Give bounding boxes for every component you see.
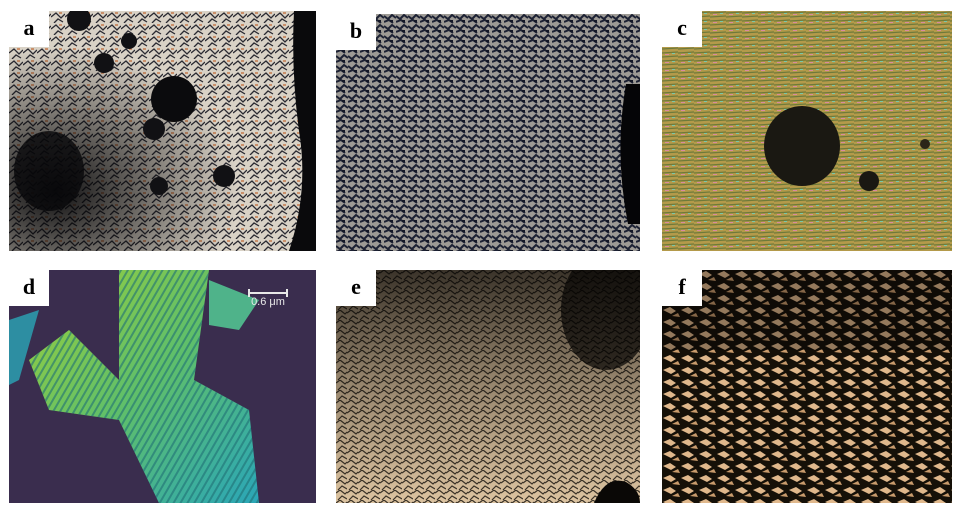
micrograph-image-f (662, 270, 952, 503)
micrograph-panel-c: c (662, 11, 952, 251)
micrograph-image-c (662, 11, 952, 251)
micrograph-image-e (336, 270, 640, 503)
panel-label-c: c (662, 11, 702, 47)
panel-label-d: d (9, 270, 49, 306)
micrograph-image-a (9, 11, 316, 251)
panel-label-b: b (336, 14, 376, 50)
micrograph-image-d (9, 270, 316, 503)
scale-bar: 0.6 μm (248, 289, 288, 308)
scale-bar-line (248, 289, 288, 297)
micrograph-panel-e: e (336, 270, 640, 503)
panel-label-f: f (662, 270, 702, 306)
micrograph-panel-a: a (9, 11, 316, 251)
micrograph-panel-d: d 0.6 μm (9, 270, 316, 503)
panel-label-e: e (336, 270, 376, 306)
panel-label-a: a (9, 11, 49, 47)
micrograph-panel-b: b (336, 14, 640, 251)
micrograph-image-b (336, 14, 640, 251)
micrograph-panel-f: f (662, 270, 952, 503)
scale-bar-label: 0.6 μm (251, 296, 285, 308)
